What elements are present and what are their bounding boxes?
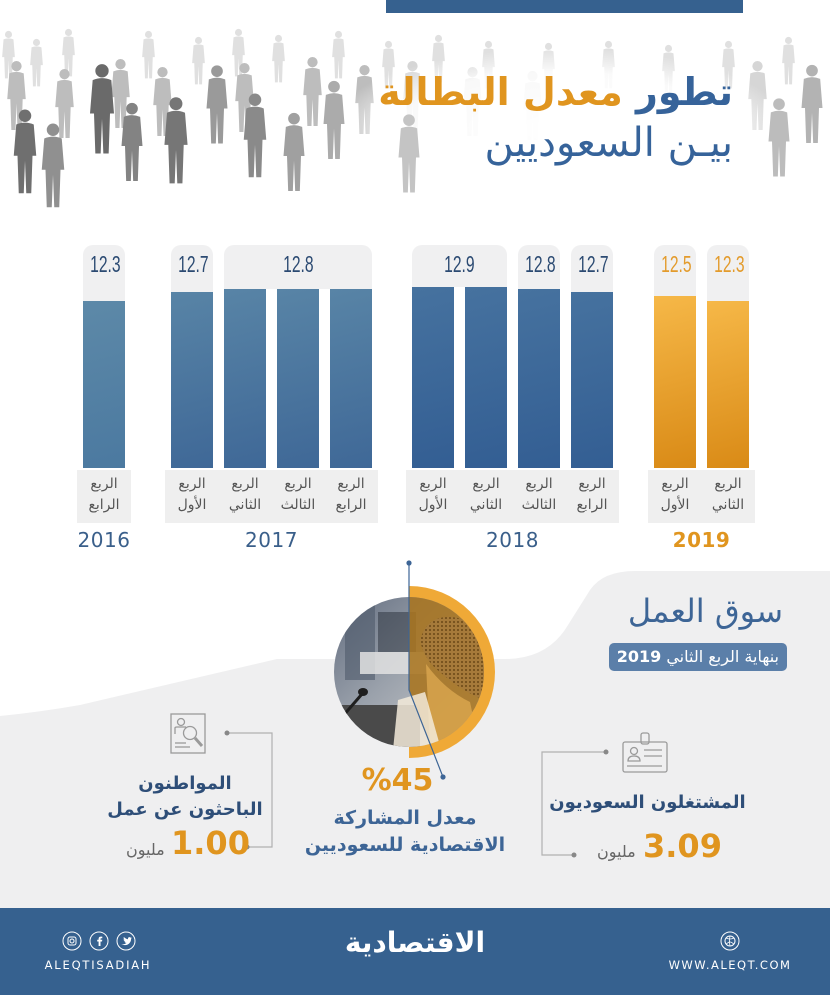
page-title: تطور معدل البطالة بيـن السعوديين [378,68,733,170]
quarter-label: الربع الأول [164,474,220,516]
value-label: 12.7 [578,251,609,277]
bar-2017-q1 [171,291,213,468]
quarter-label-line-2: الأول [177,497,207,513]
crowd-silhouettes-illustration [2,28,823,208]
participation-value: %45 [361,763,434,798]
bar-2018-q1 [412,287,454,468]
quarter-label: الربع الرابع [76,474,132,516]
bar-2017-q4 [330,289,372,468]
title-line-1: تطور معدل البطالة [378,68,733,116]
quarter-label: الربع الثالث [511,474,567,516]
bar-2018-q2 [465,287,507,468]
value-label-box: 12.9 [412,245,507,288]
employed-value: 3.09 [643,827,722,865]
bar-2018-q4 [571,291,613,468]
quarter-label-line-1: الربع [419,476,447,492]
job-seekers-label-line-2: الباحثون عن عمل [107,799,263,820]
quarter-label-box-2019 [648,470,755,523]
social-handle[interactable]: ALEQTISADIAH [44,958,152,972]
quarter-label-box-2016 [77,470,131,523]
quarter-label-line-2: الثاني [469,497,503,513]
job-seekers-label-line-1: المواطنون [138,773,232,794]
bar-2019-q1 [654,296,696,468]
top-accent-bar [386,0,743,13]
quarter-label: الربع الأول [647,474,703,516]
value-label: 12.5 [661,251,692,277]
value-label-box: 12.3 [83,245,125,301]
bar-2017-q3 [277,289,319,468]
job-seekers-unit: مليون [126,840,165,859]
title-line-2: بيـن السعوديين [484,120,734,166]
value-label: 12.9 [444,251,475,277]
year-label-2019: 2019 [672,528,731,552]
footer: ALEQTISADIAH الاقتصادية WWW.ALEQT.COM [0,908,830,995]
title-word-unemployment-rate: معدل البطالة [378,70,623,114]
quarter-label: الربع الرابع [564,474,620,516]
quarter-label-line-2: الأول [418,497,448,513]
value-label-box: 12.8 [224,245,372,290]
labor-market-title: سوق العمل [627,592,783,630]
quarter-label-line-1: الربع [337,476,365,492]
value-label: 12.3 [90,251,121,277]
quarter-label-line-1: الربع [661,476,689,492]
period-badge-text: بنهاية الربع الثاني [666,647,779,666]
quarter-label-line-2: الثاني [711,497,745,513]
participation-label-line-1: معدل المشاركة [333,807,477,829]
year-label-2018: 2018 [486,528,539,552]
employed-unit: مليون [597,842,636,861]
quarter-label: الربع الثاني [217,474,273,516]
website-link[interactable]: WWW.ALEQT.COM [668,958,792,972]
quarter-label-line-2: الرابع [576,497,608,513]
social-icons [62,931,136,951]
quarter-label-line-1: الربع [714,476,742,492]
value-label-box: 12.8 [518,245,560,290]
value-label-box: 12.7 [571,245,613,292]
year-label-2016: 2016 [77,528,131,552]
unemployment-bar-chart: الربع الرابع 12.3 2016 الربع الأول الربع الثاني… [76,245,756,552]
bar-2019-q2 [707,301,749,468]
title-word-evolution: تطور [636,70,733,114]
quarter-label-line-1: الربع [231,476,259,492]
brand-logo: الاقتصادية [344,926,486,959]
quarter-label: الربع الرابع [323,474,379,516]
quarter-label-line-1: الربع [284,476,312,492]
bar-2018-q3 [518,289,560,468]
quarter-label-line-2: الرابع [88,497,120,513]
twitter-icon[interactable] [116,931,136,951]
quarter-label-line-1: الربع [472,476,500,492]
period-badge: بنهاية الربع الثاني 2019 [608,643,787,671]
year-label-2017: 2017 [245,528,298,552]
value-label-box: 12.5 [654,245,696,297]
bar-2016-q1 [83,301,125,468]
quarter-label-line-2: الثالث [280,497,316,513]
quarter-label-line-1: الربع [178,476,206,492]
value-label: 12.8 [282,251,314,277]
job-seekers-value: 1.00 [171,824,250,862]
dribbble-icon[interactable] [720,931,740,951]
period-badge-year: 2019 [616,647,662,666]
quarter-label: الربع الأول [405,474,461,516]
value-label: 12.8 [525,251,556,277]
participation-label-line-2: الاقتصادية للسعوديين [304,834,506,856]
quarter-label-box-2018 [406,470,619,523]
employed-label: المشتغلون السعوديون [549,792,746,813]
facebook-icon[interactable] [89,931,109,951]
quarter-label-line-2: الثاني [228,497,262,513]
bar-2017-q2 [224,289,266,468]
quarter-label-line-1: الربع [90,476,118,492]
quarter-label: الربع الثاني [458,474,514,516]
quarter-label-line-1: الربع [578,476,606,492]
quarter-label-line-2: الأول [660,497,690,513]
quarter-label-line-2: الثالث [521,497,557,513]
value-label-box: 12.3 [707,245,749,301]
quarter-label-line-2: الرابع [335,497,367,513]
value-label: 12.3 [714,251,745,277]
quarter-label-line-1: الربع [525,476,553,492]
quarter-label: الربع الثالث [270,474,326,516]
value-label: 12.7 [178,251,209,277]
quarter-label-box-2017 [165,470,378,523]
value-label-box: 12.7 [171,245,213,292]
quarter-label: الربع الثاني [700,474,756,516]
instagram-icon[interactable] [62,931,82,951]
